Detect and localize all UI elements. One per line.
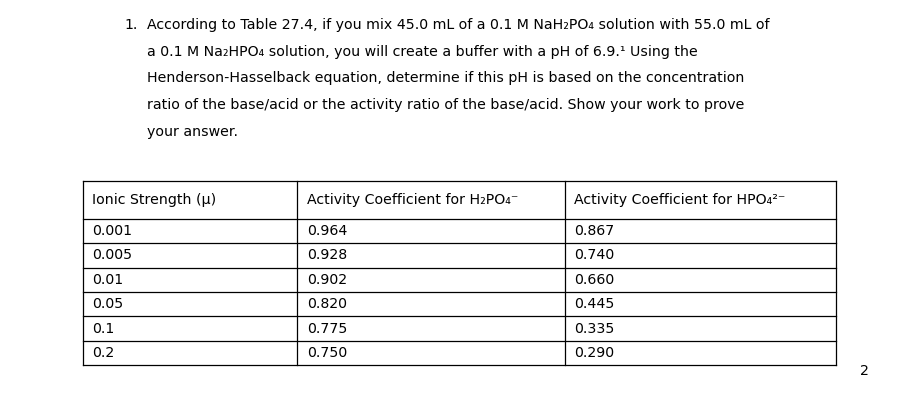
Text: 0.290: 0.290: [574, 346, 614, 360]
Text: a 0.1 M Na₂HPO₄ solution, you will create a buffer with a pH of 6.9.¹ Using the: a 0.1 M Na₂HPO₄ solution, you will creat…: [147, 45, 698, 59]
Text: 0.750: 0.750: [307, 346, 346, 360]
Text: 0.05: 0.05: [92, 297, 123, 311]
Text: ratio of the base/acid or the activity ratio of the base/acid. Show your work to: ratio of the base/acid or the activity r…: [147, 98, 744, 112]
Text: 0.867: 0.867: [574, 224, 615, 238]
Text: Ionic Strength (μ): Ionic Strength (μ): [92, 193, 216, 207]
Text: 0.775: 0.775: [307, 322, 347, 336]
Text: Activity Coefficient for HPO₄²⁻: Activity Coefficient for HPO₄²⁻: [574, 193, 786, 207]
Text: 0.820: 0.820: [307, 297, 346, 311]
Text: 0.335: 0.335: [574, 322, 615, 336]
Text: 0.740: 0.740: [574, 248, 615, 262]
Text: your answer.: your answer.: [147, 125, 238, 139]
Text: Activity Coefficient for H₂PO₄⁻: Activity Coefficient for H₂PO₄⁻: [307, 193, 518, 207]
Text: 0.01: 0.01: [92, 273, 123, 287]
Text: 0.928: 0.928: [307, 248, 346, 262]
Text: 0.902: 0.902: [307, 273, 346, 287]
Text: Henderson-Hasselback equation, determine if this pH is based on the concentratio: Henderson-Hasselback equation, determine…: [147, 71, 744, 85]
Text: 2: 2: [859, 364, 868, 378]
Text: According to Table 27.4, if you mix 45.0 mL of a 0.1 M NaH₂PO₄ solution with 55.: According to Table 27.4, if you mix 45.0…: [147, 18, 769, 32]
Text: 0.660: 0.660: [574, 273, 615, 287]
Text: 1.: 1.: [124, 18, 138, 32]
Text: 0.1: 0.1: [92, 322, 114, 336]
Text: 0.964: 0.964: [307, 224, 347, 238]
Text: 0.005: 0.005: [92, 248, 132, 262]
Text: 0.2: 0.2: [92, 346, 114, 360]
Text: 0.001: 0.001: [92, 224, 132, 238]
Text: 0.445: 0.445: [574, 297, 615, 311]
